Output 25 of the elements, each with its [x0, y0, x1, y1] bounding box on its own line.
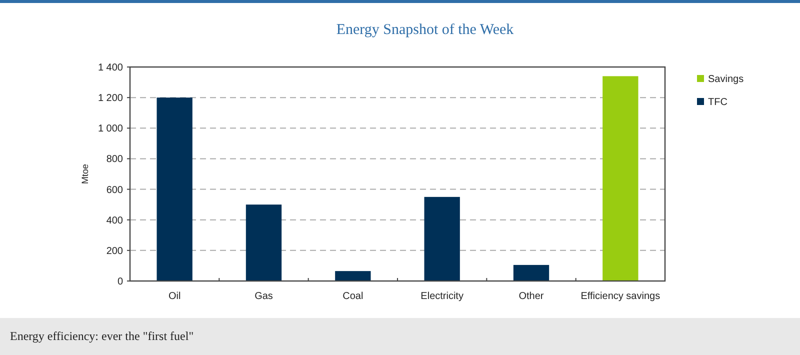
bar [513, 264, 550, 281]
x-tick-label: Gas [254, 291, 273, 302]
x-tick-label: Oil [168, 291, 181, 302]
y-tick-label: 800 [106, 154, 124, 166]
y-tick-label: 600 [106, 184, 124, 196]
legend-label: TFC [708, 97, 728, 108]
y-tick-label: 1 400 [98, 62, 124, 74]
y-axis-title: Mtoe [80, 164, 90, 184]
text: Energy efficiency: ever the "first fuel" [10, 329, 194, 343]
legend-label: Savings [708, 74, 744, 85]
y-tick-label: 1 200 [98, 93, 124, 104]
bar [246, 204, 282, 281]
y-tick-label: 0 [117, 276, 124, 288]
x-tick-label: Electricity [420, 291, 464, 302]
bar [335, 271, 371, 281]
x-tick-label: Other [518, 291, 544, 302]
x-tick-label: Efficiency savings [580, 291, 660, 302]
bar [424, 196, 460, 281]
bar [602, 76, 638, 281]
y-tick-label: 1 000 [98, 124, 124, 135]
y-tick-label: 400 [106, 215, 124, 226]
bar [156, 98, 192, 281]
y-tick-label: 200 [106, 246, 124, 257]
x-tick-label: Coal [342, 291, 364, 302]
chart-title: Energy Snapshot of the Week [336, 22, 514, 38]
